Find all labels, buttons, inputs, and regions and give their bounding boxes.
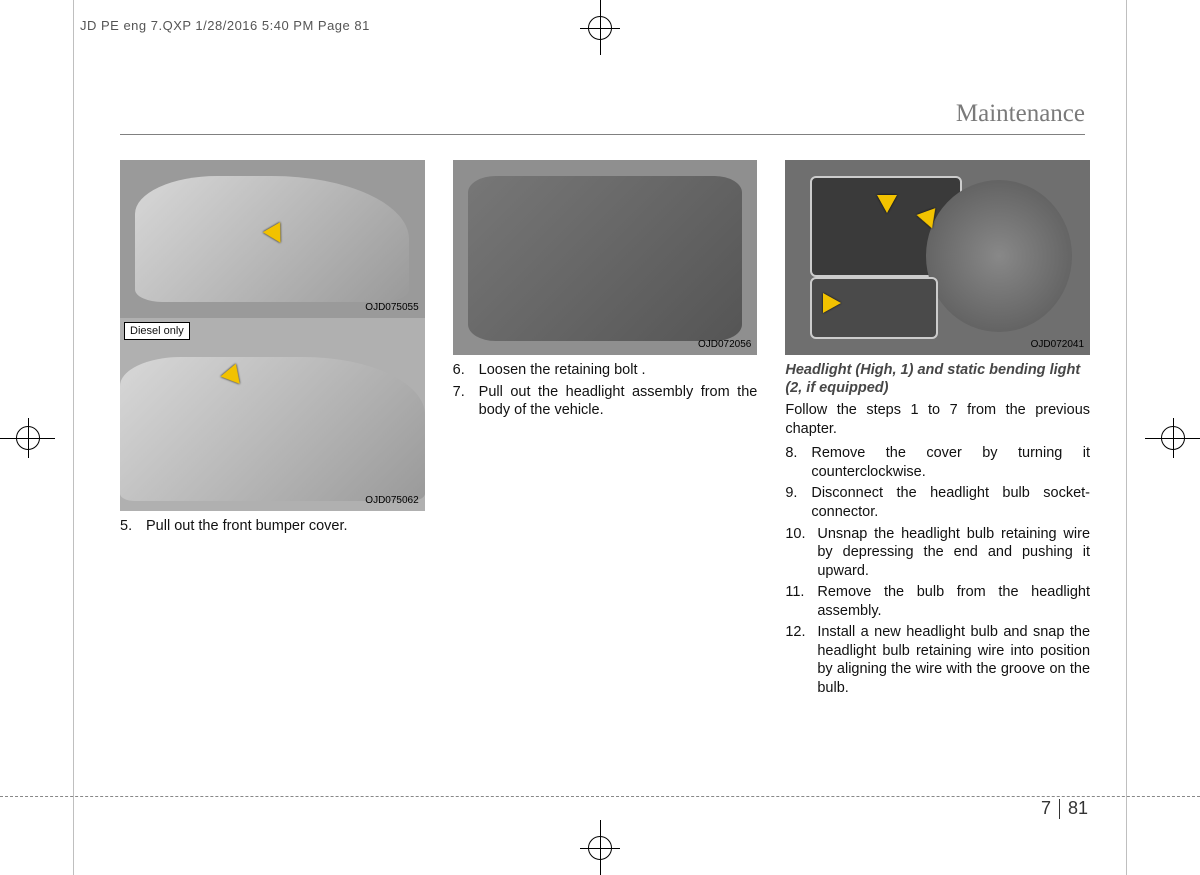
step-text: Disconnect the headlight bulb socket-con… [811,484,1090,521]
trim-line-left [73,0,74,875]
step-number: 11. [785,583,817,620]
page-title: Maintenance [956,100,1085,128]
step-number: 9. [785,484,811,521]
step-number: 8. [785,444,811,481]
registration-mark-left [0,418,55,458]
step-number: 6. [453,361,479,380]
steps-col3: 8. Remove the cover by turning it counte… [785,444,1090,697]
page-number: 7 81 [1041,798,1088,819]
step-text: Remove the bulb from the headlight assem… [817,583,1090,620]
registration-mark-top [580,0,620,55]
column-3: OJD072041 Headlight (High, 1) and static… [785,160,1090,700]
step-text: Remove the cover by turning it countercl… [811,444,1090,481]
step-text: Loosen the retaining bolt . [479,361,646,380]
steps-col1: 5. Pull out the front bumper cover. [120,517,425,536]
step-number: 10. [785,525,817,581]
step-text: Pull out the front bumper cover. [146,517,348,536]
figure-code: OJD072041 [1031,339,1084,352]
step-item: 10. Unsnap the headlight bulb retaining … [785,525,1090,581]
step-text: Pull out the headlight assembly from the… [479,383,758,420]
footer-dashed-rule [0,796,1200,797]
step-text: Unsnap the headlight bulb retaining wire… [817,525,1090,581]
step-item: 11. Remove the bulb from the headlight a… [785,583,1090,620]
intro-paragraph: Follow the steps 1 to 7 from the previou… [785,401,1090,438]
step-number: 5. [120,517,146,536]
figure-engine-bay: OJD072056 [453,160,758,355]
figure-code: OJD075055 [365,302,418,315]
figure-bumper-wheel: OJD075055 [120,160,425,318]
step-number: 7. [453,383,479,420]
figure-code: OJD072056 [698,339,751,352]
step-item: 9. Disconnect the headlight bulb socket-… [785,484,1090,521]
figure-label-diesel: Diesel only [124,322,190,340]
title-rule [120,134,1085,135]
page-separator [1059,799,1060,819]
step-item: 12. Install a new headlight bulb and sna… [785,623,1090,697]
step-item: 7. Pull out the headlight assembly from … [453,383,758,420]
figure-code: OJD075062 [365,495,418,508]
trim-line-right [1126,0,1127,875]
step-item: 5. Pull out the front bumper cover. [120,517,425,536]
steps-col2: 6. Loosen the retaining bolt . 7. Pull o… [453,361,758,420]
column-2: OJD072056 6. Loosen the retaining bolt .… [453,160,758,700]
subheading: Headlight (High, 1) and static bending l… [785,361,1090,397]
figure-headlight-cap: OJD072041 [785,160,1090,355]
print-slug: JD PE eng 7.QXP 1/28/2016 5:40 PM Page 8… [80,18,370,33]
step-number: 12. [785,623,817,697]
content-area: OJD075055 Diesel only OJD075062 5. Pull … [120,160,1090,700]
step-item: 8. Remove the cover by turning it counte… [785,444,1090,481]
chapter-number: 7 [1041,798,1051,819]
step-item: 6. Loosen the retaining bolt . [453,361,758,380]
registration-mark-right [1145,418,1200,458]
page-folio: 81 [1068,798,1088,819]
registration-mark-bottom [580,820,620,875]
step-text: Install a new headlight bulb and snap th… [817,623,1090,697]
figure-bumper-diesel: Diesel only OJD075062 [120,318,425,511]
column-1: OJD075055 Diesel only OJD075062 5. Pull … [120,160,425,700]
